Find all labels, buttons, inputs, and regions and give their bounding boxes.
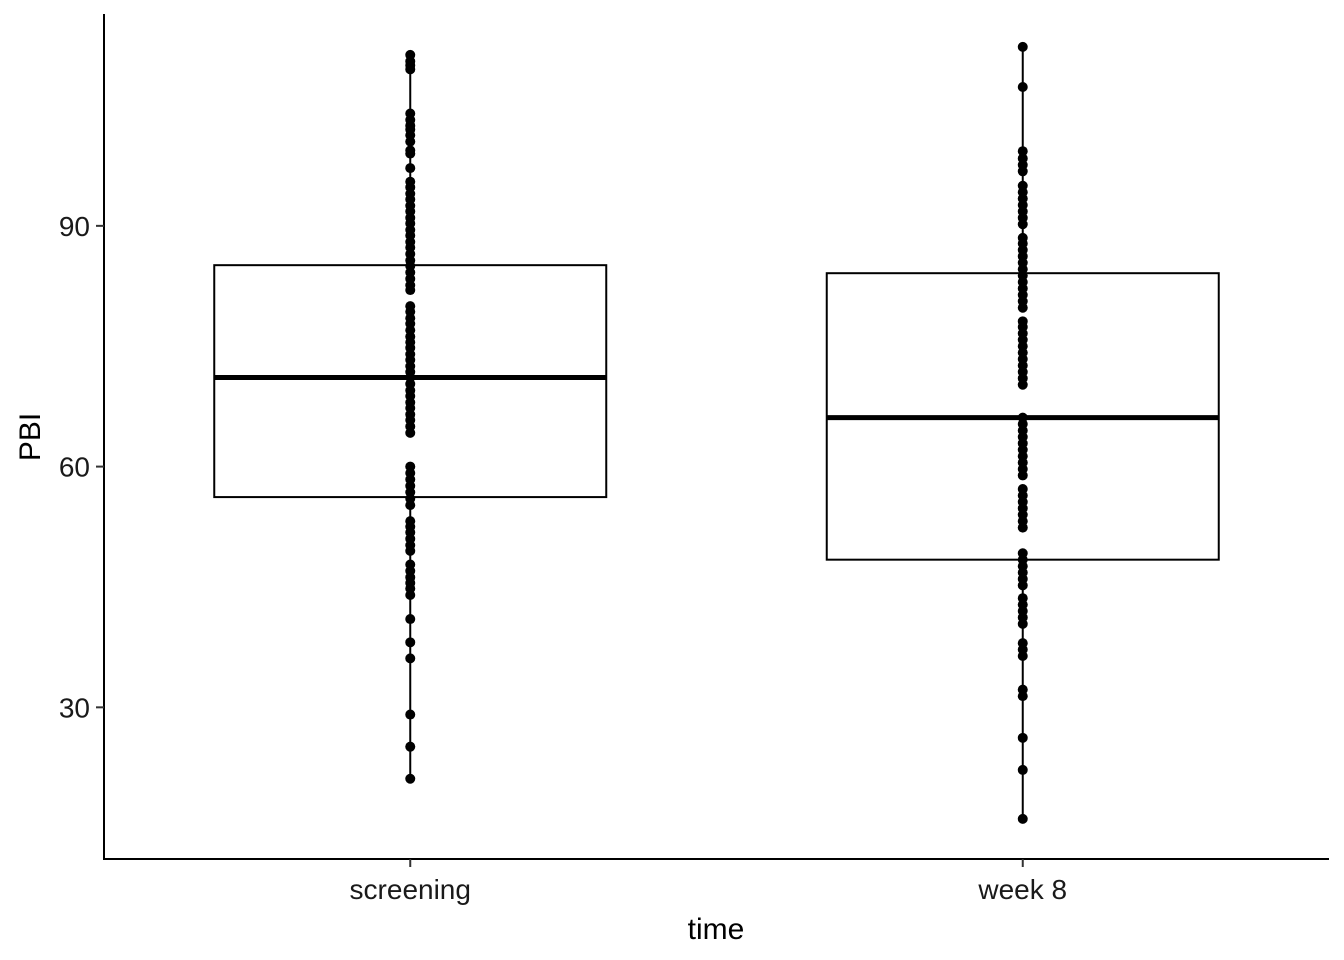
data-point — [1017, 650, 1028, 661]
data-point — [1017, 379, 1028, 390]
data-point — [405, 64, 416, 75]
data-point — [1017, 302, 1028, 313]
data-point — [405, 427, 416, 438]
x-tick-label: screening — [350, 874, 471, 905]
x-tick-label: week 8 — [977, 874, 1067, 905]
y-tick-label: 90 — [59, 211, 90, 242]
data-point — [405, 709, 416, 720]
data-point — [1017, 691, 1028, 702]
data-point — [1017, 732, 1028, 743]
data-point — [1017, 813, 1028, 824]
data-point — [1017, 219, 1028, 230]
data-point — [405, 136, 416, 147]
data-point — [1017, 470, 1028, 481]
data-point — [1017, 580, 1028, 591]
data-point — [1017, 41, 1028, 52]
points-screening — [405, 49, 416, 784]
data-point — [405, 163, 416, 174]
data-point — [1017, 82, 1028, 93]
data-point — [405, 545, 416, 556]
data-point — [1017, 764, 1028, 775]
data-point — [405, 653, 416, 664]
data-point — [1017, 522, 1028, 533]
data-point — [405, 614, 416, 625]
data-point — [405, 589, 416, 600]
boxes-layer — [213, 46, 1220, 819]
x-axis-title: time — [688, 913, 745, 946]
data-point — [1017, 146, 1028, 157]
data-point — [405, 773, 416, 784]
points-week-8 — [1017, 41, 1028, 824]
data-point — [405, 741, 416, 752]
data-point — [1017, 618, 1028, 629]
data-point — [405, 285, 416, 296]
ticks-layer: 30 60 90 screening week 8 — [59, 211, 1067, 905]
data-point — [405, 500, 416, 511]
points-layer — [405, 41, 1028, 824]
data-point — [1017, 166, 1028, 177]
y-axis-title: PBI — [14, 413, 47, 461]
axes-layer — [103, 14, 1329, 860]
y-tick-label: 30 — [59, 692, 90, 723]
data-point — [405, 637, 416, 648]
y-tick-label: 60 — [59, 452, 90, 483]
data-point — [405, 148, 416, 159]
